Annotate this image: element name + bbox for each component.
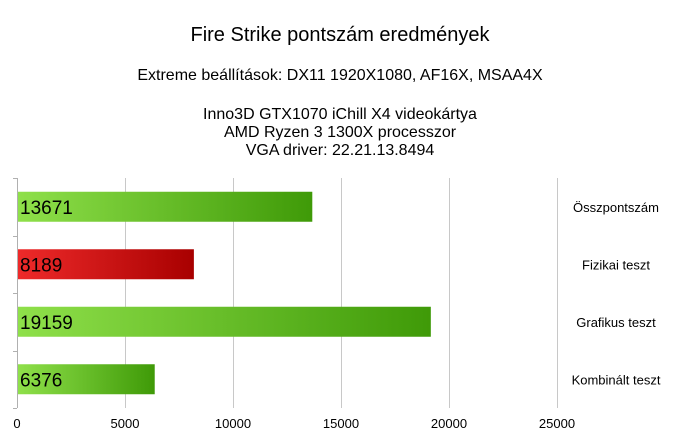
bar xyxy=(18,306,431,337)
info-line-cpu: AMD Ryzen 3 1300X processzor xyxy=(223,124,457,141)
category-label: Grafikus teszt xyxy=(576,315,656,330)
bar-value-label: 19159 xyxy=(20,313,73,334)
x-tick-label: 0 xyxy=(13,416,20,431)
bar-value-label: 8189 xyxy=(20,255,62,276)
category-label: Kombinált teszt xyxy=(572,372,661,387)
chart-title: Fire Strike pontszám eredmények xyxy=(190,24,490,46)
bar xyxy=(18,249,194,280)
bars: 13671 8189 19159 6376 xyxy=(18,191,431,395)
info-line-driver: VGA driver: 22.21.13.8494 xyxy=(245,142,435,159)
bar xyxy=(18,191,313,222)
x-tick-label: 25000 xyxy=(539,416,575,431)
bar xyxy=(18,364,155,395)
x-tick-label: 20000 xyxy=(431,416,467,431)
x-axis: 0 5000 10000 15000 20000 25000 xyxy=(13,178,575,431)
x-tick-label: 15000 xyxy=(323,416,359,431)
info-line-gpu: Inno3D GTX1070 iChill X4 videokártya xyxy=(203,106,477,123)
x-tick-label: 5000 xyxy=(111,416,140,431)
x-tick-label: 10000 xyxy=(215,416,251,431)
bar-value-label: 13671 xyxy=(20,198,73,219)
category-labels: Összpontszám Fizikai teszt Grafikus teszt K… xyxy=(572,200,661,388)
category-label: Fizikai teszt xyxy=(582,257,650,272)
category-label: Összpontszám xyxy=(573,200,659,215)
bar-value-label: 6376 xyxy=(20,370,62,391)
chart-subtitle: Extreme beállítások: DX11 1920X1080, AF1… xyxy=(137,67,543,84)
